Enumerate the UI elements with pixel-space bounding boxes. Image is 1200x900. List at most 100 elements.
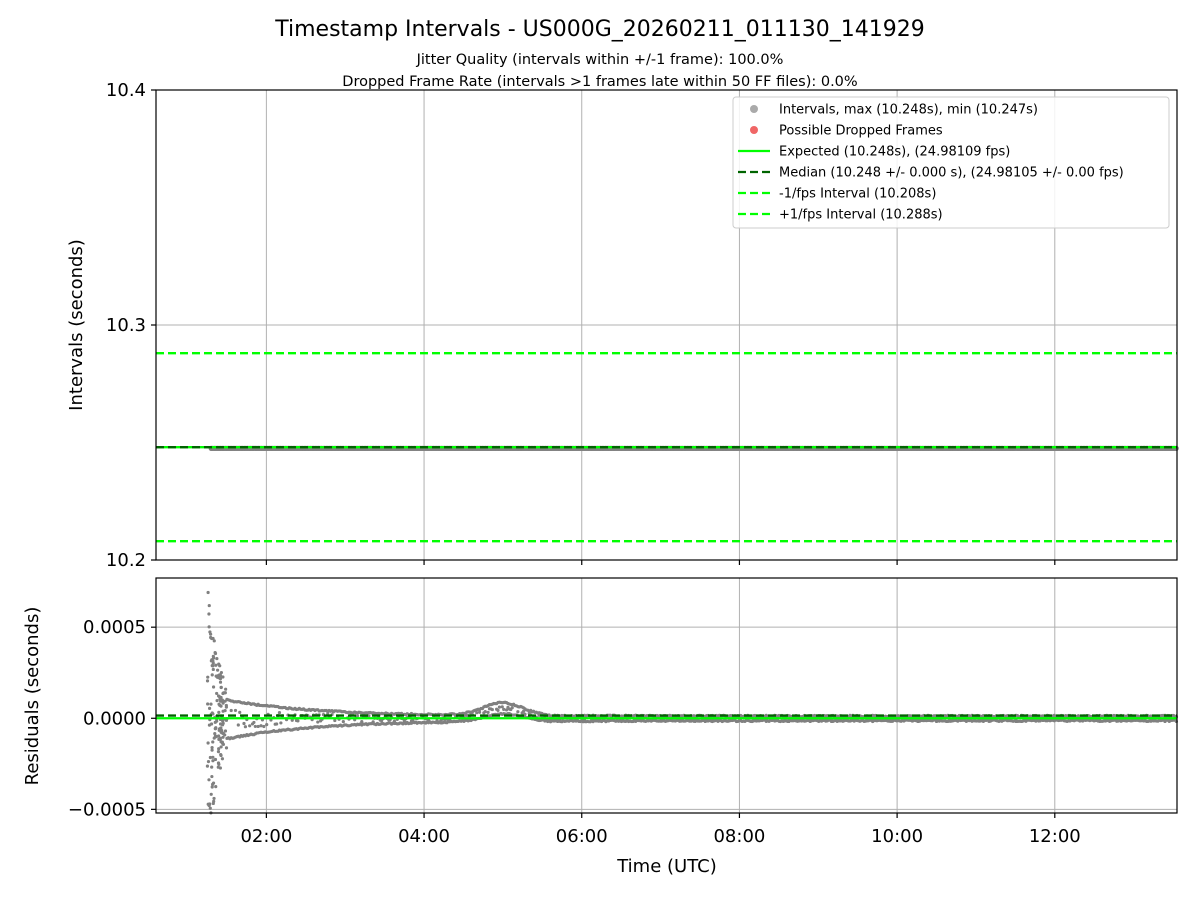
legend-entry-label: +1/fps Interval (10.288s) bbox=[779, 208, 943, 223]
residual-point bbox=[316, 720, 320, 724]
residual-point bbox=[210, 765, 214, 769]
residual-point bbox=[252, 720, 256, 725]
residual-point bbox=[205, 679, 210, 683]
residual-point bbox=[207, 603, 211, 608]
bottom-y-axis-label: Residuals (seconds) bbox=[22, 607, 43, 786]
residual-point bbox=[277, 711, 282, 715]
residual-point bbox=[211, 712, 215, 716]
residual-point bbox=[217, 747, 221, 751]
legend-box bbox=[732, 96, 1170, 229]
residual-point bbox=[213, 734, 218, 738]
top-y-tick-label: 10.2 bbox=[106, 550, 146, 571]
residual-point bbox=[236, 723, 240, 727]
residual-point bbox=[207, 778, 211, 782]
residual-point bbox=[211, 659, 215, 663]
bottom-y-tick-label: 0.0005 bbox=[83, 617, 146, 638]
residual-point bbox=[360, 719, 364, 724]
residual-point bbox=[497, 705, 502, 709]
bottom-panel: −0.0005 0.0000 0.0005 02:00 04:00 06:00 08:00 1… bbox=[68, 577, 1178, 847]
chart-subtitle-dropped: Dropped Frame Rate (intervals >1 frames … bbox=[342, 74, 857, 90]
residual-point bbox=[213, 757, 218, 762]
residual-point bbox=[220, 699, 225, 704]
residual-point bbox=[218, 680, 223, 684]
residual-point bbox=[207, 612, 211, 616]
residual-point bbox=[341, 719, 345, 724]
residual-point bbox=[504, 708, 509, 712]
residual-point bbox=[216, 750, 221, 754]
x-tick-label: 04:00 bbox=[398, 826, 450, 847]
residual-point bbox=[217, 737, 221, 741]
x-tick-label: 02:00 bbox=[240, 826, 292, 847]
residual-point bbox=[209, 792, 213, 796]
residual-point bbox=[502, 707, 506, 712]
residual-point bbox=[218, 703, 222, 707]
legend-marker-dropped bbox=[750, 126, 758, 134]
residual-point bbox=[243, 725, 248, 729]
residual-point bbox=[212, 799, 216, 803]
residual-point bbox=[219, 685, 223, 690]
residual-point bbox=[216, 694, 221, 698]
residual-point bbox=[206, 702, 210, 706]
residual-point bbox=[220, 740, 224, 744]
residual-point bbox=[213, 650, 217, 655]
residual-point bbox=[523, 712, 527, 716]
residual-point bbox=[212, 656, 216, 660]
residual-point bbox=[208, 755, 212, 760]
residual-point bbox=[221, 735, 225, 739]
residual-point bbox=[211, 740, 215, 744]
residual-point bbox=[219, 752, 223, 757]
residual-point bbox=[221, 691, 225, 696]
residual-point bbox=[210, 748, 214, 752]
legend-entry-label: Median (10.248 +/- 0.000 s), (24.98105 +… bbox=[779, 166, 1124, 181]
residual-point bbox=[355, 714, 360, 718]
residual-point bbox=[209, 722, 214, 726]
residual-point bbox=[215, 691, 219, 696]
residual-point bbox=[212, 796, 216, 801]
residual-points bbox=[205, 590, 1178, 815]
residual-point bbox=[206, 760, 211, 764]
residual-point bbox=[219, 670, 223, 675]
residual-point bbox=[219, 745, 223, 749]
residual-point bbox=[210, 785, 214, 789]
legend-entry-label: Possible Dropped Frames bbox=[779, 124, 943, 139]
bottom-axes-frame bbox=[155, 577, 1178, 814]
residual-point bbox=[215, 675, 220, 679]
residual-point bbox=[209, 632, 213, 636]
residual-point bbox=[223, 729, 228, 733]
residual-point bbox=[238, 710, 242, 714]
residual-point bbox=[207, 706, 212, 711]
residual-point bbox=[216, 761, 221, 765]
residual-point bbox=[219, 695, 223, 700]
residual-point bbox=[214, 663, 218, 667]
legend-entry-label: Intervals, max (10.248s), min (10.247s) bbox=[779, 103, 1038, 118]
bottom-y-tick-label: −0.0005 bbox=[68, 799, 146, 820]
residual-point bbox=[500, 705, 504, 709]
residual-point bbox=[367, 714, 371, 718]
residual-point bbox=[477, 710, 482, 714]
residual-point bbox=[333, 718, 337, 723]
residual-point bbox=[210, 746, 214, 750]
residual-point bbox=[279, 721, 283, 725]
residual-point bbox=[208, 806, 212, 810]
legend: Intervals, max (10.248s), min (10.247s) P… bbox=[732, 96, 1170, 229]
residual-point bbox=[213, 720, 217, 724]
residual-point bbox=[253, 724, 257, 729]
residual-point bbox=[233, 708, 238, 713]
x-axis-label: Time (UTC) bbox=[616, 856, 717, 877]
residual-point bbox=[211, 667, 215, 672]
residual-point bbox=[224, 746, 229, 750]
residual-point bbox=[211, 755, 215, 759]
residual-point bbox=[217, 662, 221, 666]
residual-point bbox=[210, 664, 214, 668]
residual-point bbox=[217, 734, 221, 738]
residual-point bbox=[521, 709, 526, 713]
residual-point bbox=[220, 757, 225, 761]
residual-point bbox=[275, 722, 279, 726]
residual-point bbox=[209, 702, 213, 706]
residual-point bbox=[219, 730, 223, 734]
residual-point bbox=[213, 732, 217, 736]
residual-point bbox=[211, 759, 215, 763]
residual-point bbox=[290, 718, 294, 722]
